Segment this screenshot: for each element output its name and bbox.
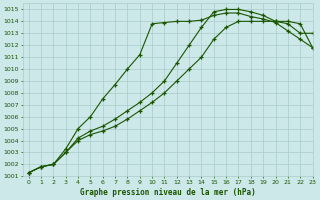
X-axis label: Graphe pression niveau de la mer (hPa): Graphe pression niveau de la mer (hPa) <box>80 188 255 197</box>
